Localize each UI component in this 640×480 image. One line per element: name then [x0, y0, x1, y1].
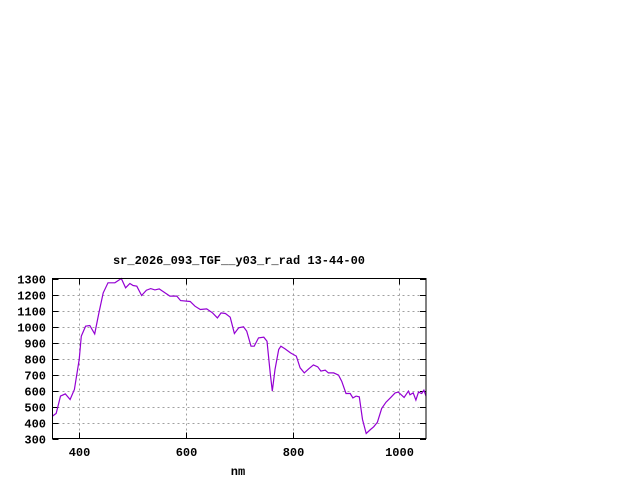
x-axis-label: nm — [231, 465, 245, 479]
y-tick-label: 1100 — [17, 306, 46, 320]
y-tick-label: 400 — [24, 418, 46, 432]
y-tick-label: 1000 — [17, 322, 46, 336]
y-tick-label: 300 — [24, 434, 46, 448]
y-tick-label: 900 — [24, 338, 46, 352]
y-tick-label: 1200 — [17, 290, 46, 304]
y-tick-label: 1300 — [17, 274, 46, 288]
grid — [52, 278, 426, 439]
series-line — [52, 277, 427, 435]
plot-frame — [52, 278, 427, 439]
y-tick-label: 700 — [24, 370, 46, 384]
chart-title: sr_2026_093_TGF__y03_r_rad 13-44-00 — [113, 254, 365, 268]
y-tick-label: 500 — [24, 402, 46, 416]
x-tick-label: 800 — [283, 446, 305, 460]
x-tick-label: 1000 — [385, 446, 414, 460]
x-tick-label: 400 — [69, 446, 91, 460]
y-tick-label: 600 — [24, 386, 46, 400]
y-tick-label: 800 — [24, 354, 46, 368]
x-tick-label: 600 — [176, 446, 198, 460]
tick-labels: 300 400 500 600 700 800 900 1000 1100 1200 1300 400… — [17, 274, 414, 461]
